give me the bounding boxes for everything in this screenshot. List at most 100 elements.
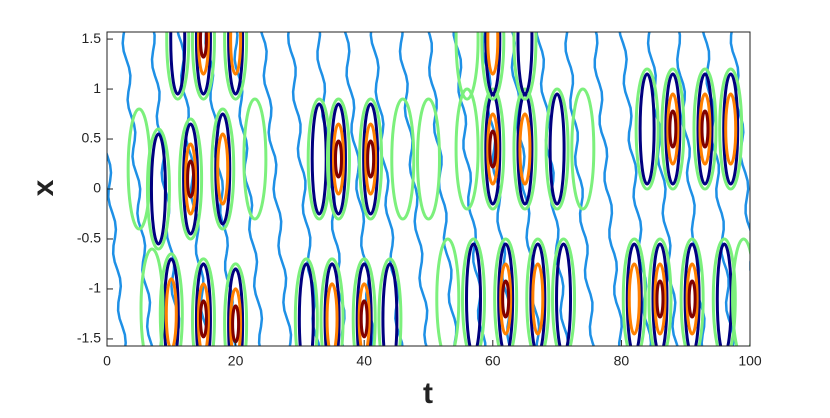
contour-ring (381, 262, 399, 346)
contour-ring (184, 142, 198, 216)
contour-line (701, 32, 735, 346)
contour-ring (664, 72, 682, 186)
contour-ring (390, 97, 416, 221)
contour-ring (182, 122, 200, 236)
x-tick-label: 100 (738, 353, 762, 369)
contour-ring (512, 87, 538, 211)
y-tick-label: -0.5 (77, 230, 101, 246)
contour-ring (653, 262, 667, 336)
contour-layer (107, 32, 750, 346)
y-axis-label: x (27, 179, 60, 196)
contour-ring (358, 97, 384, 221)
contour-ring (362, 102, 380, 216)
y-tick-label: 0 (93, 180, 101, 196)
contour-ring (501, 279, 511, 319)
contour-ring (638, 72, 656, 186)
contour-ring (164, 277, 178, 346)
contour-ring (145, 127, 171, 251)
contour-line (564, 32, 596, 346)
contour-ring (194, 32, 212, 96)
x-tick-label: 20 (228, 353, 244, 369)
contour-ring (198, 32, 208, 59)
axes: 0 20 40 60 80 100 -1.5 -1 -0.5 0 0.5 1 1.5 (77, 30, 762, 369)
contour-ring (323, 262, 341, 346)
contour-ring (186, 159, 196, 199)
contour-ring (486, 112, 500, 186)
contour-ring (493, 237, 519, 346)
y-tick-label: 1.5 (82, 30, 102, 46)
contour-ring (480, 87, 506, 211)
contour-ring (625, 242, 643, 346)
contour-ring (544, 87, 570, 211)
contour-ring (377, 257, 403, 346)
contour-ring (216, 132, 230, 206)
x-tick-label: 40 (356, 353, 372, 369)
contour-ring (293, 257, 319, 346)
contour-ring (435, 237, 461, 346)
contour-ring (242, 97, 268, 221)
contour-ring (333, 139, 343, 179)
contour-ring (454, 87, 480, 211)
contour-line (260, 32, 293, 346)
contour-ring (329, 102, 347, 216)
contour-ring (692, 67, 718, 191)
contour-ring (683, 242, 701, 346)
contour-ring (126, 107, 152, 231)
contour-ring (660, 67, 686, 191)
contour-ring (634, 67, 660, 191)
contour-ring (465, 242, 483, 346)
contour-ring (158, 252, 184, 346)
contour-ring (647, 237, 673, 346)
contour-ring (651, 242, 669, 346)
contour-ring (497, 242, 515, 346)
contour-line (121, 32, 154, 346)
contour-ring (227, 267, 245, 346)
contour-ring (480, 32, 506, 101)
contour-ring (194, 262, 212, 346)
x-tick-label: 0 (103, 353, 111, 369)
y-tick-label: 0.5 (82, 130, 102, 146)
contour-ring (525, 237, 551, 346)
contour-ring (214, 112, 232, 226)
contour-ring (711, 237, 737, 346)
contour-ring (518, 112, 532, 186)
contour-line (646, 32, 679, 346)
contour-ring (722, 72, 740, 186)
contour-ring (196, 32, 210, 76)
contour-ring (488, 129, 498, 169)
contour-ring (331, 122, 345, 196)
contour-ring (531, 262, 545, 336)
contour-ring (325, 282, 339, 346)
contour-ring (718, 67, 744, 191)
contour-ring (227, 32, 245, 96)
contour-ring (190, 257, 216, 346)
contour-ring (165, 32, 191, 101)
contour-ring (499, 262, 513, 336)
x-axis-label: t (423, 377, 433, 410)
contour-ring (351, 257, 377, 346)
contour-ring (355, 262, 373, 346)
contour-ring (139, 247, 165, 346)
contour-ring (570, 87, 596, 211)
contour-ring (223, 262, 249, 346)
contour-ring (325, 97, 351, 221)
contour-ring (196, 282, 210, 346)
contour-ring (364, 122, 378, 196)
contour-ring (210, 107, 236, 231)
contour-ring (416, 97, 441, 221)
contour-ring (461, 237, 487, 346)
contour-ring (516, 32, 534, 96)
contour-ring (700, 109, 710, 149)
contour-ring (229, 287, 243, 346)
contour-ring (731, 237, 750, 346)
contour-ring (696, 72, 714, 186)
contour-ring (178, 117, 204, 241)
contour-ring (685, 262, 699, 336)
contour-ring (687, 279, 697, 319)
contour-ring (666, 92, 680, 166)
contour-line (343, 32, 375, 346)
contour-ring (319, 257, 345, 346)
